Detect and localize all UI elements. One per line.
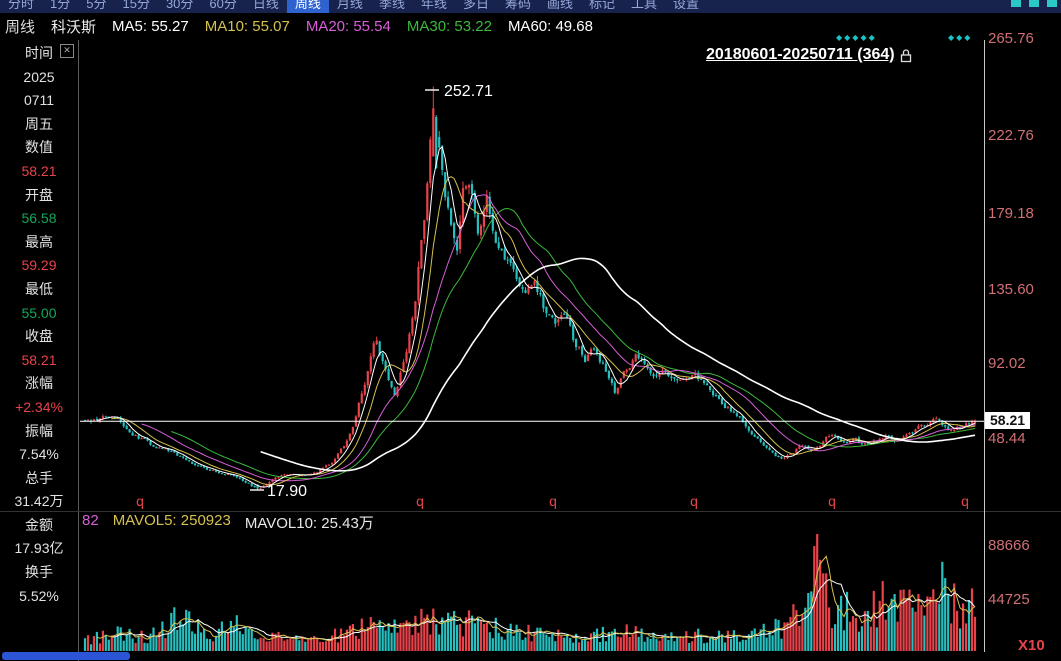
toolbar-grid-icon[interactable] [1047, 0, 1057, 7]
top-menu-item-8[interactable]: 月线 [336, 0, 363, 11]
top-menu-item-4[interactable]: 30分 [165, 0, 194, 11]
ma-value-label-1: MA10: 55.07 [204, 18, 290, 35]
ma-lines [96, 145, 976, 488]
info-row: 总手 [25, 469, 53, 486]
bottom-scrollbar[interactable] [2, 652, 130, 660]
peak-price-label: 252.71 [444, 83, 493, 100]
marker-diamonds-icon: ◆◆◆◆◆ [836, 33, 877, 42]
price-chart-svg[interactable]: 252.71 17.90 q q q q q q [80, 40, 985, 512]
price-axis-border [984, 40, 985, 652]
volume-axis-label: 88666 [988, 537, 1030, 554]
date-range-label[interactable]: 20180601-20250711 (364) [706, 46, 912, 64]
top-menu-item-12[interactable]: 筹码 [504, 0, 531, 11]
current-price-tag: 58.21 [985, 412, 1031, 429]
volume-prefix: 82 [82, 512, 99, 529]
info-row: +2.34% [15, 398, 63, 415]
volume-axis-label: 44725 [988, 591, 1030, 608]
ma-values: MA5: 55.27 MA10: 55.07 MA20: 55.54 MA30: 53… [112, 18, 609, 35]
top-menu-item-7[interactable]: 周线 [286, 0, 329, 13]
volume-header: 82 MAVOL5: 250923 MAVOL10: 25.43万 [82, 512, 374, 533]
toolbar-grid-icon[interactable] [1011, 0, 1021, 7]
top-menu-row: 分时 1分 5分 15分 30分 60分 日线 周线 月线 季线 年线 多日 筹码 画线 标记 工具 设置 [0, 0, 1061, 13]
top-menu-item-15[interactable]: 工具 [631, 0, 658, 11]
info-row: 换手 [25, 564, 53, 581]
info-row: 数值 [25, 139, 53, 156]
info-row: 最低 [25, 280, 53, 297]
info-row: 31.42万 [14, 493, 64, 510]
info-row: 56.58 [21, 210, 57, 227]
info-row: 5.52% [19, 587, 59, 604]
top-menu-item-6[interactable]: 日线 [252, 0, 279, 11]
info-row: 59.29 [21, 257, 57, 274]
price-axis-label: 92.02 [988, 355, 1026, 372]
info-row: 58.21 [21, 351, 57, 368]
info-row: 涨幅 [25, 375, 53, 392]
lock-icon [900, 48, 911, 62]
close-icon[interactable]: ✕ [60, 44, 74, 58]
price-axis-label: 135.60 [988, 281, 1034, 298]
svg-text:q: q [549, 493, 557, 509]
top-menu-bar: 分时 1分 5分 15分 30分 60分 日线 周线 月线 季线 年线 多日 筹码 画线 标记 工具 设置 [0, 0, 1061, 13]
mavol5-label: MAVOL5: 250923 [112, 512, 231, 529]
candlestick-series [83, 86, 977, 491]
svg-text:q: q [136, 493, 144, 509]
top-menu-item-1[interactable]: 1分 [50, 0, 71, 11]
top-menu-item-0[interactable]: 分时 [8, 0, 35, 11]
ma-value-label-2: MA20: 55.54 [305, 18, 391, 35]
svg-text:q: q [416, 493, 424, 509]
info-row: 58.21 [21, 162, 57, 179]
top-menu-item-5[interactable]: 60分 [209, 0, 237, 11]
info-row: 17.93亿 [14, 540, 64, 557]
pane-divider [0, 511, 1061, 512]
mavol10-label: MAVOL10: 25.43万 [244, 515, 374, 532]
volume-chart-svg[interactable] [80, 532, 985, 652]
info-row: 周五 [25, 115, 53, 132]
info-row: 2025 [23, 68, 55, 85]
info-rows: 时间 2025 0711 周五数值 58.21 开盘 56.58 最高 59.29 最低 55.00… [0, 42, 78, 608]
price-axis-label: 179.18 [988, 205, 1034, 222]
marker-diamonds-icon: ◆◆◆ [948, 33, 973, 42]
info-row: 时间 [25, 45, 53, 61]
ma-value-label-0: MA5: 55.27 [112, 18, 189, 35]
low-price-label: 17.90 [267, 483, 307, 500]
ma-header: 周线 科沃斯 MA5: 55.27 MA10: 55.07 MA20: 55.54 M… [0, 13, 1061, 40]
info-panel: ✕ 时间 2025 0711 周五数值 58.21 开盘 56.58 最高 59.29 最低 55.… [0, 40, 79, 661]
price-axis-label: 265.76 [988, 30, 1034, 47]
top-menu-item-11[interactable]: 多日 [462, 0, 489, 11]
period-label: 周线 [5, 19, 36, 36]
ma-value-label-4: MA60: 49.68 [507, 18, 593, 35]
info-row: 最高 [25, 233, 53, 250]
info-row: 55.00 [21, 304, 57, 321]
stock-name: 科沃斯 [51, 19, 97, 36]
info-row: 0711 [23, 92, 55, 109]
ma-value-label-3: MA30: 53.22 [406, 18, 492, 35]
info-row: 7.54% [19, 446, 59, 463]
volume-multiplier-label: X10 [1018, 637, 1045, 654]
svg-text:q: q [828, 493, 836, 509]
top-menu-item-9[interactable]: 季线 [378, 0, 405, 11]
top-menu-item-13[interactable]: 画线 [547, 0, 574, 11]
info-row: 开盘 [25, 186, 53, 203]
top-menu-item-16[interactable]: 设置 [673, 0, 700, 11]
volume-bars [83, 534, 977, 651]
toolbar-grid-icon[interactable] [1029, 0, 1039, 7]
svg-text:q: q [961, 493, 969, 509]
top-menu-item-2[interactable]: 5分 [86, 0, 107, 11]
top-menu-item-14[interactable]: 标记 [589, 0, 616, 11]
info-row: 振幅 [25, 422, 53, 439]
volume-ma-lines [96, 555, 976, 642]
top-menu-item-10[interactable]: 年线 [420, 0, 447, 11]
price-axis-label: 48.44 [988, 430, 1026, 447]
price-axis-label: 222.76 [988, 127, 1034, 144]
info-row: 收盘 [25, 328, 53, 345]
top-menu-item-3[interactable]: 15分 [122, 0, 150, 11]
info-row: 金额 [25, 516, 53, 533]
svg-text:q: q [690, 493, 698, 509]
date-range-text: 20180601-20250711 (364) [706, 46, 895, 63]
